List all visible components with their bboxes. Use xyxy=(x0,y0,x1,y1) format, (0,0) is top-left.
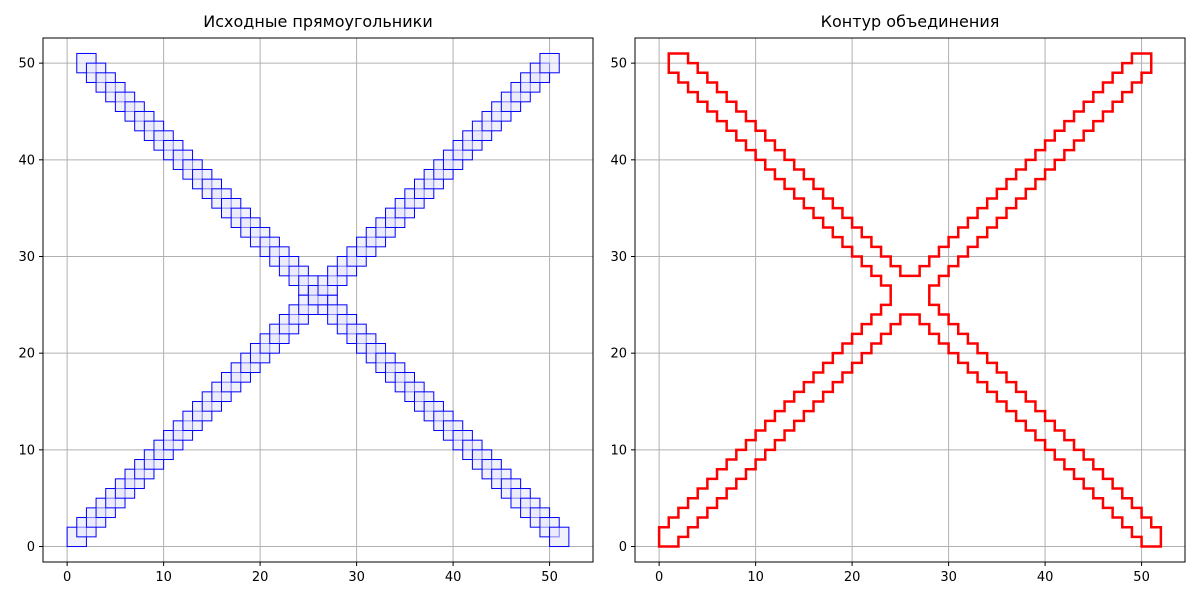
y-tick-label: 40 xyxy=(18,153,35,168)
y-tick-label: 10 xyxy=(18,443,35,458)
left-chart-title: Исходные прямоугольники xyxy=(203,12,433,31)
y-tick-label: 30 xyxy=(610,250,627,265)
axes-1: 0 10 20 30 40 50 0 10 20 30 40 50 xyxy=(610,38,1185,585)
y-tick-label: 0 xyxy=(619,540,627,555)
rect-descending xyxy=(549,526,570,548)
x-tick-label: 20 xyxy=(844,570,861,585)
y-tick-label: 10 xyxy=(610,443,627,458)
right-chart-title: Контур объединения xyxy=(820,12,1000,31)
y-tick-label: 20 xyxy=(610,347,627,362)
x-tick-label: 0 xyxy=(63,570,71,585)
y-tick-label: 0 xyxy=(27,540,35,555)
x-tick-label: 30 xyxy=(940,570,957,585)
axes-frame-1 xyxy=(634,37,1186,563)
x-tick-label: 50 xyxy=(541,570,558,585)
x-tick-label: 40 xyxy=(1037,570,1054,585)
y-tick-label: 50 xyxy=(18,57,35,72)
x-tick-label: 20 xyxy=(252,570,269,585)
x-tick-label: 40 xyxy=(445,570,462,585)
rect-ascending xyxy=(539,52,560,74)
axes-0: 0 10 20 30 40 50 0 10 20 30 40 50 xyxy=(18,38,593,585)
y-tick-label: 30 xyxy=(18,250,35,265)
x-tick-label: 10 xyxy=(747,570,764,585)
x-tick-label: 0 xyxy=(655,570,663,585)
x-tick-label: 50 xyxy=(1133,570,1150,585)
y-tick-label: 50 xyxy=(610,57,627,72)
x-tick-label: 10 xyxy=(155,570,172,585)
y-tick-label: 20 xyxy=(18,347,35,362)
x-tick-label: 30 xyxy=(348,570,365,585)
y-tick-label: 40 xyxy=(610,153,627,168)
union-outline xyxy=(657,52,1163,548)
axes-frame-0 xyxy=(42,37,594,563)
rectangles-group xyxy=(66,52,570,548)
